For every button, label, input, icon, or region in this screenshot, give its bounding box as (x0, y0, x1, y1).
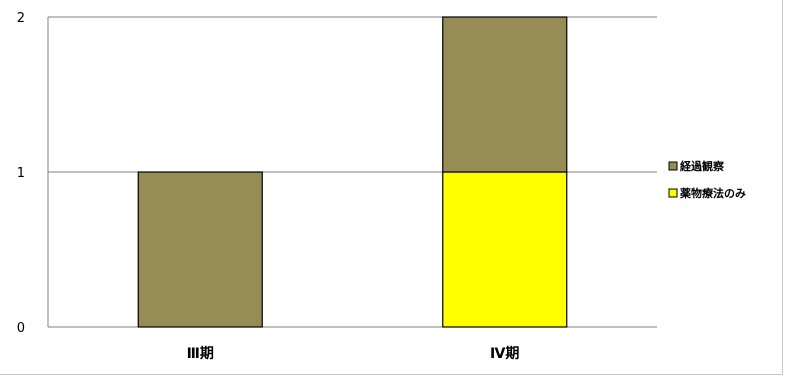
x-tick-label: Ⅲ期 (187, 346, 214, 362)
x-tick-labels: Ⅲ期 Ⅳ期 (187, 346, 520, 362)
y-tick-label: 0 (17, 321, 25, 336)
bar-observation-1 (138, 172, 262, 327)
legend-label: 経過観察 (680, 159, 725, 173)
bar-drug-therapy-2 (443, 172, 567, 327)
bar-observation-2 (443, 17, 567, 172)
y-tick-labels: 0 1 2 (17, 11, 25, 336)
legend-label: 薬物療法のみ (680, 186, 746, 200)
x-tick-label: Ⅳ期 (490, 346, 519, 362)
legend-swatch (669, 189, 677, 197)
legend-swatch (669, 162, 677, 170)
y-tick-label: 1 (17, 166, 25, 181)
y-tick-label: 2 (17, 11, 25, 26)
